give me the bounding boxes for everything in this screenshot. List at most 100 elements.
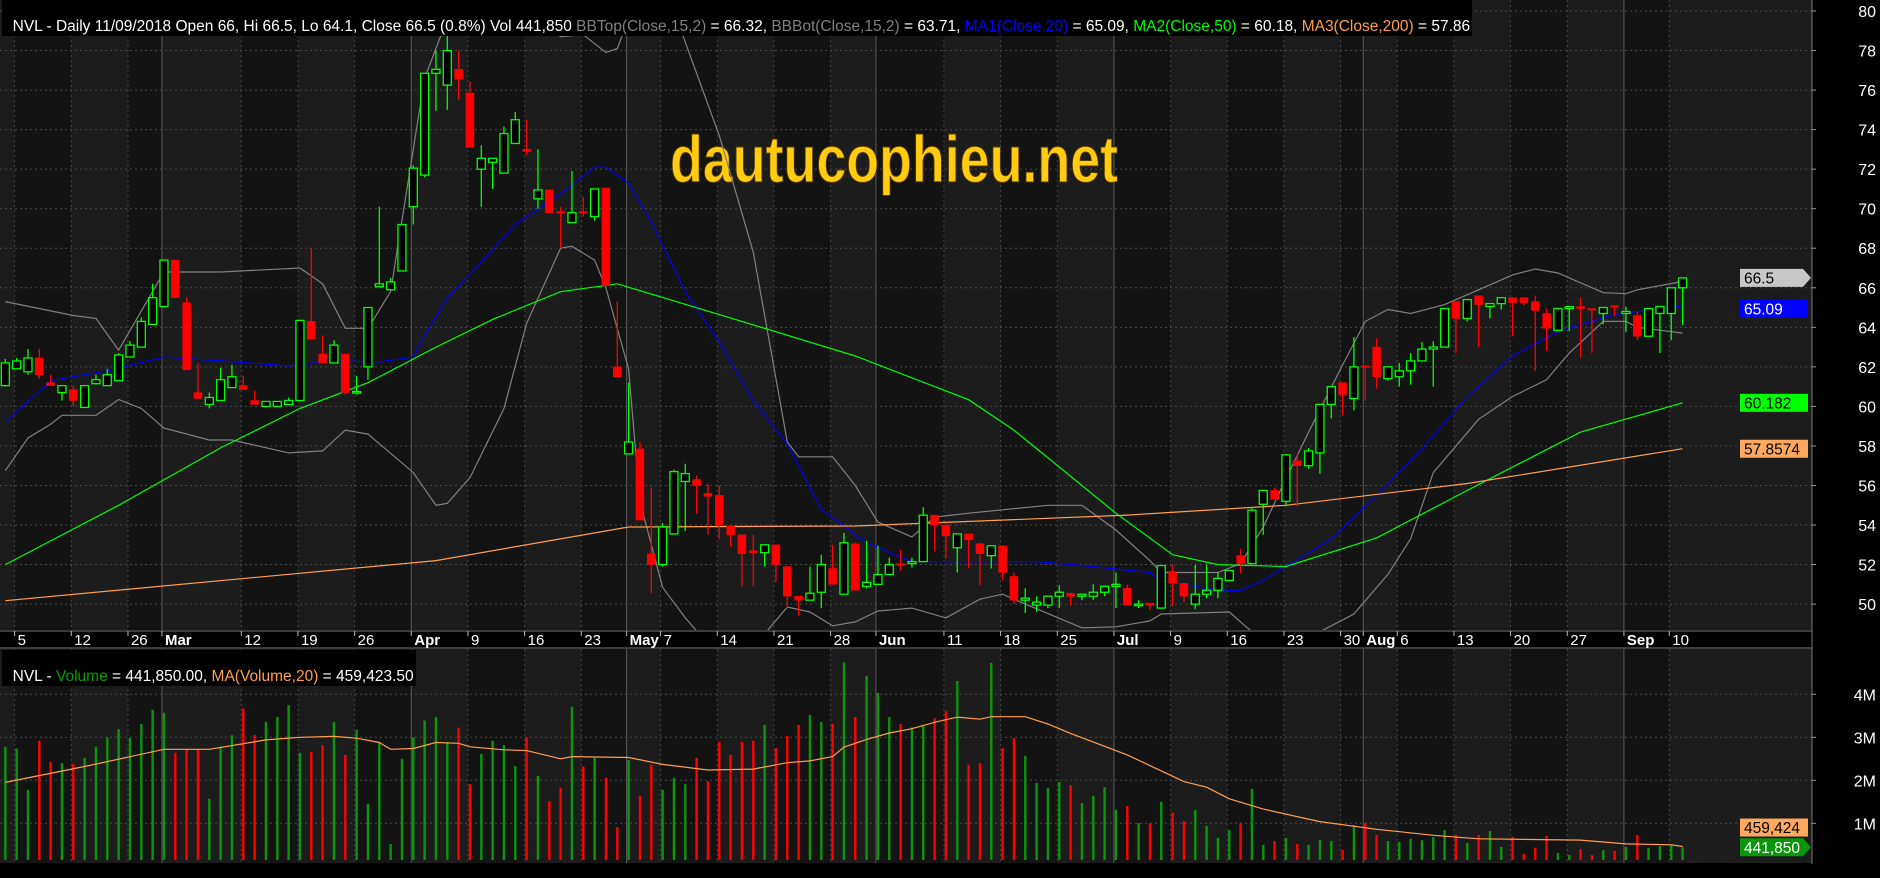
candle-body xyxy=(1156,564,1166,609)
volume-bar xyxy=(899,723,902,860)
volume-bar xyxy=(446,742,449,860)
volume-bar xyxy=(468,784,472,860)
candle-body xyxy=(930,514,939,526)
volume-bar xyxy=(695,757,698,860)
volume-bar xyxy=(1160,801,1163,860)
volume-bar xyxy=(944,711,948,860)
volume-bar xyxy=(729,754,732,860)
candle-body xyxy=(805,592,815,601)
candle-up xyxy=(567,171,577,224)
candle-down xyxy=(647,487,656,594)
candle-down xyxy=(239,375,248,390)
value-tag-arrow xyxy=(1740,838,1811,857)
candle-body xyxy=(1519,297,1529,303)
candle-up xyxy=(79,384,90,409)
candle-body xyxy=(487,157,498,163)
volume-bar xyxy=(786,736,789,860)
volume-bar xyxy=(423,720,426,860)
candle-up xyxy=(1303,447,1314,469)
volume-bar xyxy=(1511,837,1514,860)
date-tick-label: 7 xyxy=(664,632,672,649)
volume-bar xyxy=(1103,787,1106,860)
candle-down xyxy=(307,248,316,340)
price-tick-label: 58 xyxy=(1858,439,1876,456)
candle-down xyxy=(1531,295,1540,371)
candle-body xyxy=(442,49,452,86)
candle-down xyxy=(1474,295,1483,348)
date-tick-label: 11 xyxy=(947,632,963,649)
volume-bar xyxy=(1228,830,1231,860)
candle-down xyxy=(454,50,463,100)
volume-bar xyxy=(1352,825,1356,860)
price-tick-label: 62 xyxy=(1858,360,1876,377)
volume-bar xyxy=(650,764,653,860)
candle-body xyxy=(1009,576,1019,601)
candle-up xyxy=(499,126,509,174)
volume-bar xyxy=(94,746,98,860)
candle-body xyxy=(1496,297,1506,305)
price-band xyxy=(830,0,876,630)
volume-bar xyxy=(1046,788,1050,860)
vol-title-ma-label: MA(Volume,20) xyxy=(211,668,319,685)
date-tick-label: 26 xyxy=(358,632,375,649)
candle-down xyxy=(930,514,939,552)
candle-body xyxy=(816,563,826,593)
candle-body xyxy=(1462,298,1472,320)
volume-bar xyxy=(1148,823,1152,860)
volume-band xyxy=(1453,649,1511,863)
candle-body xyxy=(1349,366,1359,400)
volume-tick-label: 2M xyxy=(1854,773,1876,790)
volume-bar xyxy=(344,754,347,860)
candle-body xyxy=(941,524,951,537)
candle-body xyxy=(1417,348,1427,362)
candle-down xyxy=(318,335,327,364)
price-band xyxy=(1283,0,1341,630)
candle-up xyxy=(952,533,962,573)
candle-body xyxy=(125,344,135,358)
candle-up xyxy=(1077,593,1087,601)
candle-body xyxy=(1587,308,1597,311)
volume-bar xyxy=(1432,837,1435,860)
candle-up xyxy=(147,283,158,326)
volume-bar xyxy=(1500,846,1503,860)
candle-body xyxy=(1201,589,1212,595)
candle-body xyxy=(759,544,770,554)
price-band xyxy=(161,0,242,630)
candle-down xyxy=(749,534,758,587)
candle-body xyxy=(1281,454,1291,502)
volume-bar xyxy=(1001,748,1004,860)
candle-body xyxy=(623,441,634,455)
candle-body xyxy=(136,320,146,348)
candle-body xyxy=(1361,365,1370,368)
volume-band xyxy=(1567,649,1624,863)
candle-body xyxy=(1531,301,1540,311)
date-tick-label: May xyxy=(630,632,660,649)
candle-body xyxy=(896,563,905,566)
volume-bar xyxy=(83,757,86,860)
price-tick-label: 66 xyxy=(1858,281,1876,298)
candle-down xyxy=(522,119,531,156)
date-tick-label: 26 xyxy=(131,632,148,649)
candle-body xyxy=(408,167,418,208)
candle-down xyxy=(703,483,713,535)
price-tick-label: 78 xyxy=(1858,44,1876,61)
candle-body xyxy=(1168,571,1177,584)
candle-body xyxy=(159,259,169,308)
candle-body xyxy=(171,259,180,298)
price-tick-label: 50 xyxy=(1858,597,1876,614)
candle-up xyxy=(295,319,305,402)
candle-up xyxy=(918,507,928,563)
candle-down xyxy=(171,259,180,298)
candle-body xyxy=(147,297,158,326)
volume-bar xyxy=(1114,809,1118,860)
value-tag-text: 66.5 xyxy=(1744,270,1774,287)
title-ma2-value: = 60.18, xyxy=(1236,18,1302,35)
candle-down xyxy=(1179,583,1189,603)
volume-bar xyxy=(72,763,75,860)
candle-body xyxy=(261,400,271,408)
candle-down xyxy=(1372,338,1381,389)
volume-bar xyxy=(1024,755,1027,860)
candle-up xyxy=(1564,305,1574,332)
volume-band xyxy=(1283,649,1341,863)
